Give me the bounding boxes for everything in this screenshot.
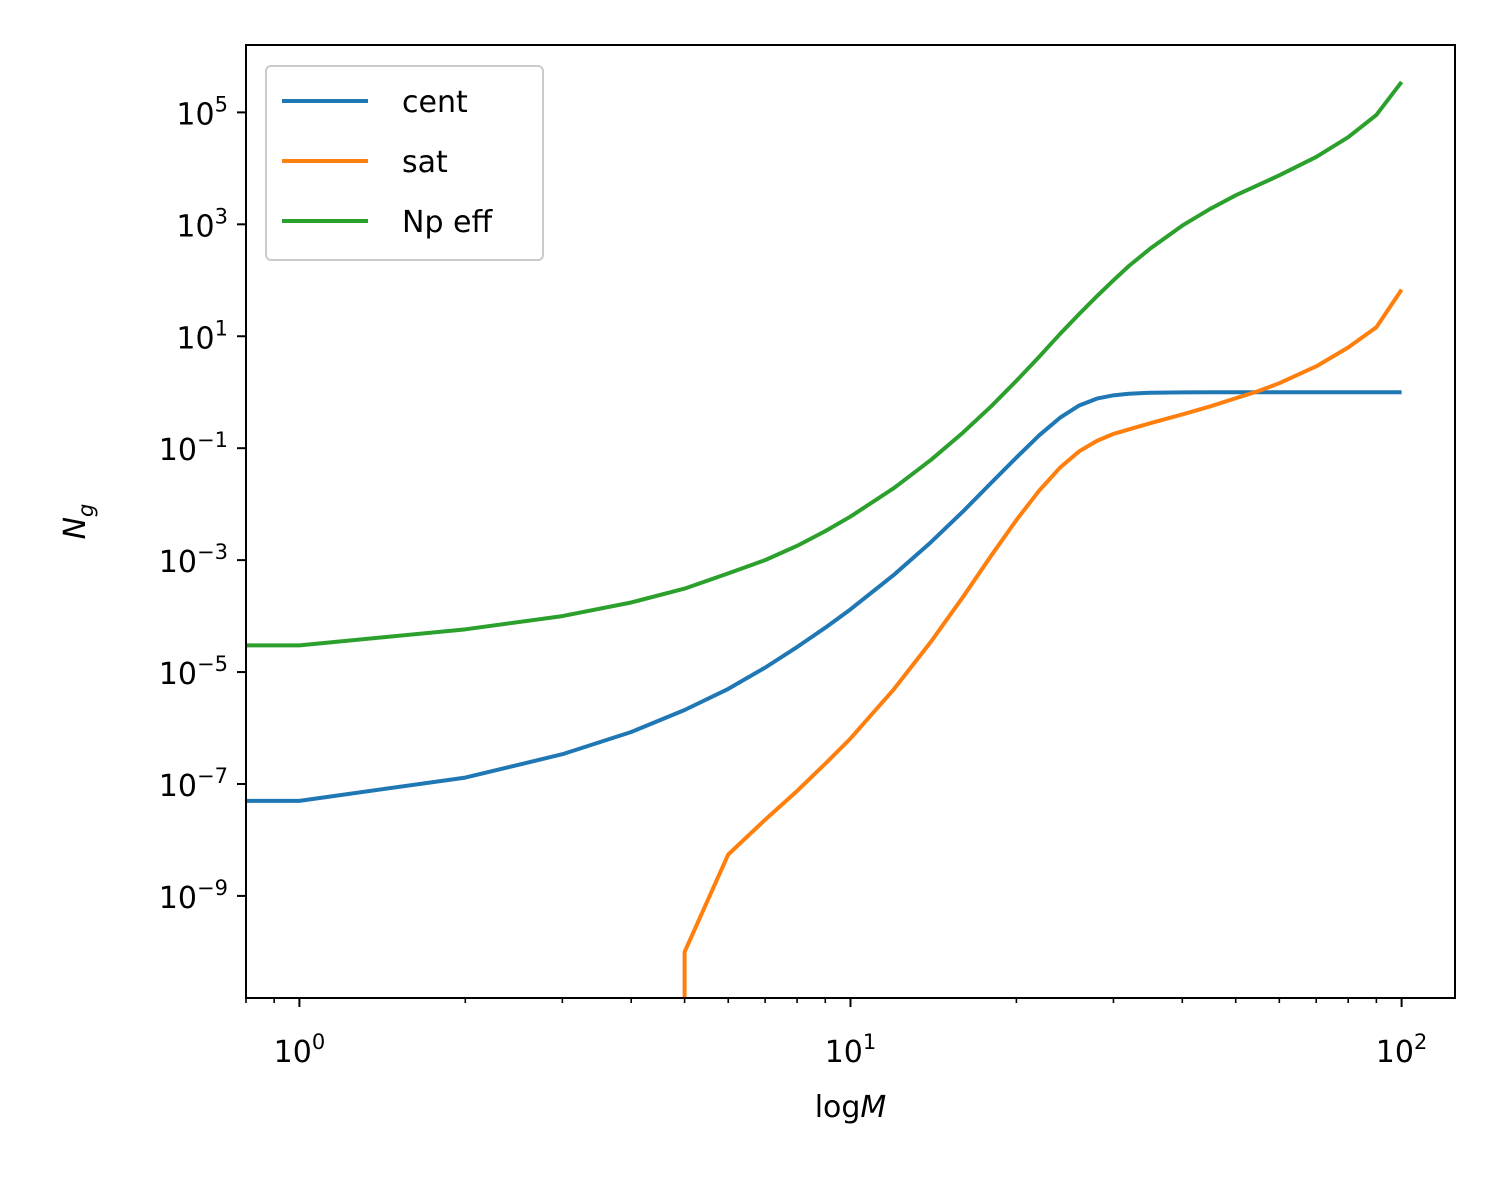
x-axis-label: logM xyxy=(815,1090,887,1125)
x-tick-label: 101 xyxy=(825,1030,877,1070)
legend-label-np-eff: Np eff xyxy=(402,205,493,240)
series-line-np-eff xyxy=(246,80,1404,648)
x-axis-label-prefix: log xyxy=(815,1090,861,1125)
y-tick-label: 10−1 xyxy=(159,428,228,468)
y-tick-label: 10−3 xyxy=(159,540,228,580)
series-line-cent xyxy=(246,390,1402,803)
y-axis-label-base: N xyxy=(58,517,93,539)
y-tick-label: 10−5 xyxy=(159,652,228,692)
legend-label-cent: cent xyxy=(402,85,468,120)
y-tick-label: 10−9 xyxy=(159,876,228,916)
series-line-sat xyxy=(682,288,1404,998)
y-axis-ticks: 105 103 101 10−1 10−3 10−5 10−7 10−9 xyxy=(159,92,246,916)
x-tick-label: 102 xyxy=(1376,1030,1428,1070)
legend-label-sat: sat xyxy=(402,145,448,180)
y-tick-label: 105 xyxy=(176,92,228,132)
y-tick-label: 10−7 xyxy=(159,764,228,804)
y-axis-label-sub: g xyxy=(74,504,98,517)
legend: cent sat Np eff xyxy=(265,65,544,261)
x-axis-ticks: 100 101 102 xyxy=(274,998,1428,1070)
x-axis-label-var: M xyxy=(860,1090,886,1125)
y-tick-label: 101 xyxy=(176,316,228,356)
y-axis-label: Ng xyxy=(58,504,98,540)
plot-area xyxy=(246,80,1404,998)
legend-box xyxy=(265,65,544,261)
x-tick-label: 100 xyxy=(274,1030,326,1070)
y-tick-label: 103 xyxy=(176,204,228,244)
axes-frame xyxy=(245,44,1456,999)
